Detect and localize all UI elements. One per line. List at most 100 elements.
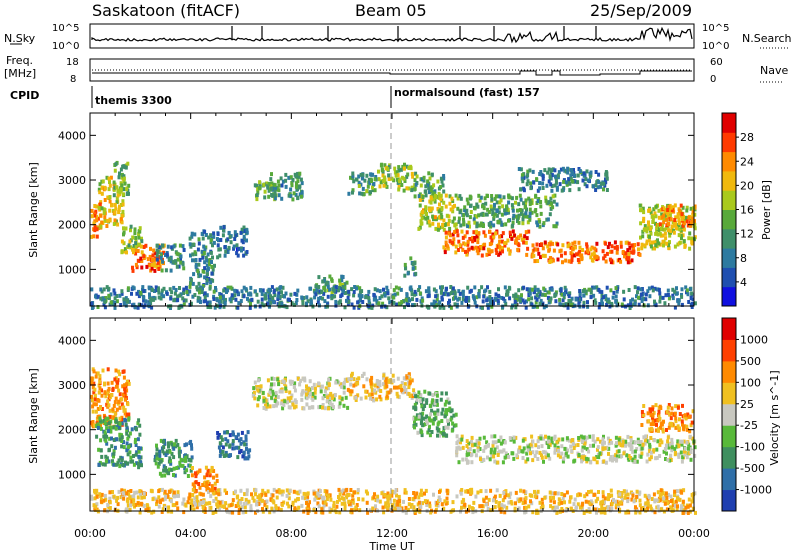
heatmap-cell xyxy=(277,291,281,296)
heatmap-cell xyxy=(343,291,347,295)
heatmap-cell xyxy=(316,501,320,506)
heatmap-cell xyxy=(567,259,571,264)
heatmap-cell xyxy=(296,376,300,381)
heatmap-cell xyxy=(213,305,217,310)
heatmap-cell xyxy=(570,449,574,454)
heatmap-cell xyxy=(421,298,425,303)
heatmap-cell xyxy=(515,297,519,302)
heatmap-cell xyxy=(315,288,319,293)
heatmap-cell xyxy=(377,169,380,174)
heatmap-cell xyxy=(263,195,267,200)
heatmap-cell xyxy=(163,489,167,494)
heatmap-cell xyxy=(195,505,199,510)
heatmap-cell xyxy=(107,286,111,291)
heatmap-cell xyxy=(580,257,584,262)
heatmap-cell xyxy=(518,445,522,450)
heatmap-cell xyxy=(268,184,272,189)
heatmap-cell xyxy=(384,501,388,506)
heatmap-cell xyxy=(615,250,619,255)
heatmap-cell xyxy=(682,227,686,232)
heatmap-cell xyxy=(420,404,424,409)
heatmap-cell xyxy=(155,243,159,248)
heatmap-cell xyxy=(387,390,391,395)
heatmap-cell xyxy=(506,292,510,297)
heatmap-cell xyxy=(424,193,428,198)
heatmap-cell xyxy=(211,255,214,260)
heatmap-cell xyxy=(454,193,458,198)
heatmap-cell xyxy=(490,434,494,439)
heatmap-cell xyxy=(686,292,690,297)
heatmap-cell xyxy=(543,253,547,258)
heatmap-cell xyxy=(250,492,253,497)
heatmap-cell xyxy=(99,287,103,292)
heatmap-cell xyxy=(287,491,291,496)
heatmap-cell xyxy=(496,453,500,457)
heatmap-cell xyxy=(446,425,450,430)
heatmap-cell xyxy=(624,240,628,245)
heatmap-cell xyxy=(626,434,630,439)
heatmap-cell xyxy=(129,459,133,464)
heatmap-cell xyxy=(604,294,608,299)
heatmap-cell xyxy=(122,241,126,246)
heatmap-cell xyxy=(95,434,99,439)
heatmap-cell xyxy=(576,173,580,178)
heatmap-cell xyxy=(615,454,619,459)
heatmap-cell xyxy=(517,243,521,248)
heatmap-cell xyxy=(641,234,645,239)
heatmap-cell xyxy=(109,175,113,180)
heatmap-cell xyxy=(421,411,425,416)
heatmap-cell xyxy=(100,206,104,211)
heatmap-cell xyxy=(642,219,645,224)
heatmap-cell xyxy=(503,241,507,245)
heatmap-cell xyxy=(219,225,223,230)
heatmap-cell xyxy=(653,299,656,304)
heatmap-cell xyxy=(178,463,182,468)
heatmap-cell xyxy=(542,221,546,226)
heatmap-cell xyxy=(563,446,567,451)
heatmap-cell xyxy=(565,182,569,187)
heatmap-cell xyxy=(240,238,244,243)
heatmap-cell xyxy=(531,458,535,463)
heatmap-cell xyxy=(550,436,554,441)
heatmap-cell xyxy=(676,439,680,444)
heatmap-cell xyxy=(665,428,668,432)
heatmap-cell xyxy=(427,286,431,291)
heatmap-cell xyxy=(103,208,107,212)
freq-unit: [MHz] xyxy=(4,67,36,80)
heatmap-cell xyxy=(356,490,360,495)
heatmap-cell xyxy=(306,299,310,304)
heatmap-cell xyxy=(92,221,96,226)
heatmap-cell xyxy=(626,492,630,497)
heatmap-cell xyxy=(183,470,187,475)
heatmap-cell xyxy=(270,395,274,400)
heatmap-cell xyxy=(432,183,436,188)
heatmap-cell xyxy=(368,396,372,401)
heatmap-cell xyxy=(685,427,689,432)
heatmap-cell xyxy=(248,305,252,310)
heatmap-cell xyxy=(290,379,294,384)
heatmap-cell xyxy=(219,238,223,242)
heatmap-cell xyxy=(302,406,306,411)
heatmap-cell xyxy=(647,439,651,444)
heatmap-cell xyxy=(98,374,102,379)
heatmap-cell xyxy=(492,216,496,221)
heatmap-cell xyxy=(599,184,603,189)
heatmap-cell xyxy=(428,433,432,438)
heatmap-cell xyxy=(539,506,543,511)
heatmap-cell xyxy=(647,419,651,424)
heatmap-cell xyxy=(378,296,382,301)
heatmap-cell xyxy=(165,449,169,454)
heatmap-cell xyxy=(429,196,433,201)
heatmap-cell xyxy=(543,240,547,245)
heatmap-cell xyxy=(553,293,557,298)
heatmap-cell xyxy=(691,209,695,214)
heatmap-cell xyxy=(152,248,156,253)
heatmap-cell xyxy=(676,405,680,410)
heatmap-cell xyxy=(448,201,452,206)
heatmap-cell xyxy=(138,226,142,231)
heatmap-cell xyxy=(440,419,444,423)
heatmap-cell xyxy=(108,208,112,213)
heatmap-cell xyxy=(455,446,459,451)
heatmap-cell xyxy=(115,384,118,389)
heatmap-cell xyxy=(90,376,94,381)
